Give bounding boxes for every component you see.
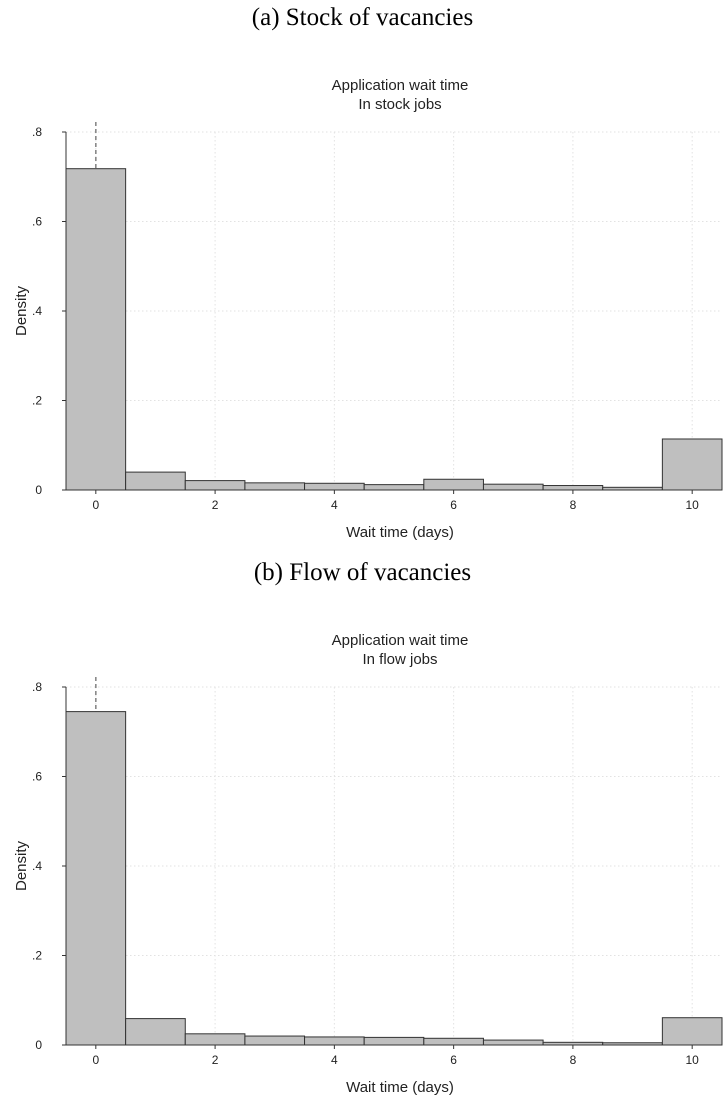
histogram-bar [482, 483, 544, 491]
x-tick-label: 2 [212, 498, 219, 512]
y-tick-label: 0 [35, 483, 42, 497]
chart-title: In flow jobs [362, 651, 437, 668]
histogram-bar [542, 485, 604, 491]
histogram-bar [244, 482, 306, 491]
histogram-bar [423, 1037, 484, 1046]
x-tick-label: 2 [212, 1053, 219, 1067]
panel-caption: (a) Stock of vacancies [251, 4, 474, 31]
chart-title: Application wait time [332, 632, 469, 649]
histogram-bar [304, 1036, 365, 1046]
histogram-bar [184, 1033, 246, 1046]
panel-flow: (b) Flow of vacancies Application wait t… [0, 555, 725, 1109]
histogram-bar [482, 1039, 544, 1046]
histogram-bar [184, 480, 246, 491]
panel-caption: (b) Flow of vacancies [253, 559, 472, 586]
y-axis-label: Density [13, 285, 30, 336]
x-tick-label: 0 [92, 1053, 99, 1067]
y-tick-label: .4 [32, 304, 42, 318]
y-tick-label: .8 [32, 680, 42, 694]
histogram-bar [661, 1017, 723, 1046]
histogram-bar [423, 478, 484, 491]
y-tick-label: .4 [32, 859, 42, 873]
histogram-bar [363, 484, 425, 491]
histogram-bar [661, 438, 723, 491]
chart-title: Application wait time [332, 77, 469, 94]
y-tick-label: .6 [32, 215, 42, 229]
histogram-bar [125, 1018, 186, 1046]
histogram-bar [65, 168, 127, 491]
x-tick-label: 4 [331, 498, 338, 512]
y-tick-label: 0 [35, 1038, 42, 1052]
x-axis-label: Wait time (days) [346, 524, 454, 541]
panel-stock: (a) Stock of vacancies Application wait … [13, 4, 723, 541]
x-tick-label: 10 [686, 1053, 700, 1067]
histogram-chart-stock: Application wait time In stock jobs 0 .2 .4.… [13, 77, 723, 541]
x-tick-label: 4 [331, 1053, 338, 1067]
histogram-bar [304, 482, 365, 491]
x-tick-label: 0 [92, 498, 99, 512]
histogram-bar [244, 1035, 306, 1046]
x-axis-label: Wait time (days) [346, 1079, 454, 1096]
x-tick-label: 10 [686, 498, 700, 512]
histogram-bar [363, 1036, 425, 1046]
histogram-chart-flow: Application wait time In flow jobs 0 .2 .4 .6… [13, 632, 723, 1096]
histogram-bar [125, 471, 186, 491]
x-tick-label: 8 [570, 498, 577, 512]
chart-title: In stock jobs [358, 96, 441, 113]
y-tick-label: .2 [32, 394, 42, 408]
y-axis-label: Density [13, 840, 30, 891]
y-tick-label: .6 [32, 770, 42, 784]
y-tick-label: .2 [32, 949, 42, 963]
x-tick-label: 6 [450, 1053, 457, 1067]
x-tick-label: 8 [570, 1053, 577, 1067]
histogram-bar [65, 711, 127, 1046]
y-tick-label: .8 [32, 125, 42, 139]
x-tick-label: 6 [450, 498, 457, 512]
